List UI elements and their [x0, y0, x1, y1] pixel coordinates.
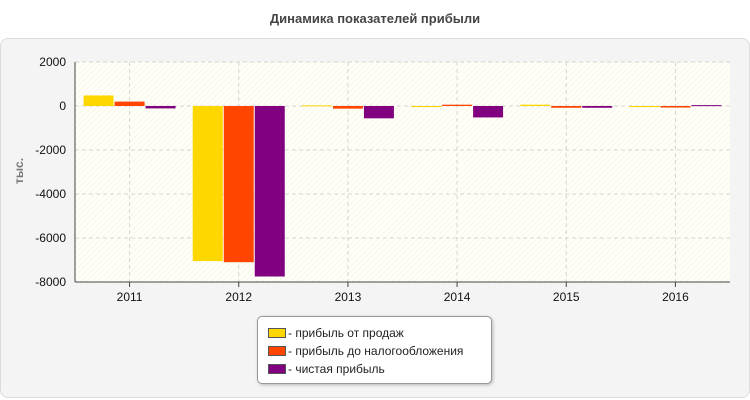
bar	[223, 106, 254, 263]
y-tick-label: -2000	[35, 143, 66, 157]
x-tick-label: 2016	[662, 290, 689, 304]
bar	[691, 105, 722, 107]
legend-item-sales-profit: - прибыль от продаж	[268, 325, 404, 341]
bar	[473, 106, 504, 118]
legend-swatch-sales-profit	[268, 328, 286, 338]
bars	[83, 95, 722, 277]
bar	[332, 106, 363, 109]
x-tick-label: 2014	[444, 290, 471, 304]
bar	[145, 106, 176, 109]
y-axis-label: тыс.	[12, 158, 26, 184]
legend-label: - прибыль до налогообложения	[288, 344, 464, 358]
y-tick-label: -8000	[35, 275, 66, 289]
bar	[254, 106, 285, 277]
legend-label: - чистая прибыль	[288, 362, 385, 376]
bar	[411, 106, 442, 108]
y-tick-label: 2000	[39, 55, 66, 69]
legend-label: - прибыль от продаж	[288, 326, 404, 340]
bar	[582, 106, 613, 108]
bar	[83, 95, 114, 106]
legend-swatch-net-profit	[268, 364, 286, 374]
axes: 2000 0 -2000 -4000 -6000 -8000 2011 2012 2013 201…	[35, 55, 730, 304]
y-tick-label: -4000	[35, 187, 66, 201]
bar	[520, 104, 551, 106]
legend-swatch-pretax-profit	[268, 346, 286, 356]
bar	[551, 106, 582, 108]
chart-title: Динамика показателей прибыли	[269, 11, 481, 26]
bar	[363, 106, 394, 119]
legend-item-pretax-profit: - прибыль до налогообложения	[268, 343, 463, 359]
bar	[192, 106, 223, 262]
bar	[114, 101, 145, 106]
x-tick-label: 2013	[335, 290, 362, 304]
plot-area	[75, 62, 730, 282]
x-tick-label: 2011	[117, 290, 143, 304]
legend: - прибыль от продаж - прибыль до налогоо…	[257, 316, 492, 384]
bar	[442, 104, 473, 106]
x-tick-label: 2012	[225, 290, 252, 304]
bar	[660, 106, 691, 108]
y-tick-label: 0	[59, 99, 66, 113]
y-tick-label: -6000	[35, 231, 66, 245]
x-tick-label: 2015	[553, 290, 580, 304]
bar	[629, 106, 660, 108]
bar	[301, 105, 332, 107]
legend-item-net-profit: - чистая прибыль	[268, 361, 385, 377]
